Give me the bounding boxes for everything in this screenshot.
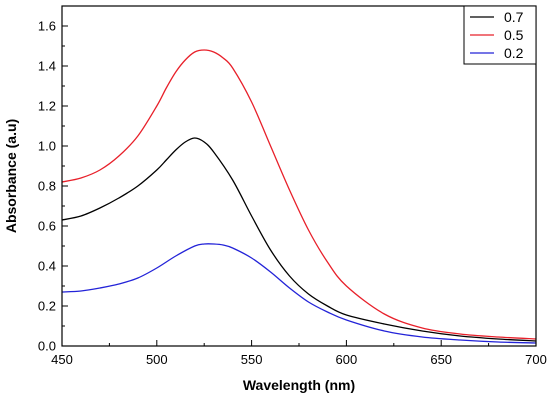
legend-label: 0.7 bbox=[504, 9, 524, 25]
x-axis-title: Wavelength (nm) bbox=[243, 377, 355, 393]
x-tick-label: 700 bbox=[525, 352, 547, 367]
x-tick-label: 550 bbox=[241, 352, 263, 367]
x-tick-label: 650 bbox=[430, 352, 452, 367]
series-line-2 bbox=[61, 243, 537, 344]
y-axis-title: Absorbance (a.u) bbox=[3, 119, 19, 233]
axis-ticks: 450 500 550 600 650 700 0.0 0.2 0.4 0.6 0.8 1.0 1.2 1… bbox=[38, 19, 547, 368]
x-tick-label: 500 bbox=[146, 352, 168, 367]
y-tick-label: 0.8 bbox=[38, 179, 56, 194]
y-tick-label: 1.0 bbox=[38, 139, 56, 154]
legend-label: 0.2 bbox=[504, 45, 524, 61]
y-tick-label: 1.6 bbox=[38, 19, 56, 34]
legend-label: 0.5 bbox=[504, 27, 524, 43]
series-line-0 bbox=[61, 137, 537, 342]
y-tick-label: 0.0 bbox=[38, 339, 56, 354]
legend: 0.7 0.5 0.2 bbox=[463, 5, 537, 65]
y-tick-label: 0.4 bbox=[38, 259, 56, 274]
y-tick-label: 1.4 bbox=[38, 59, 56, 74]
plot-frame bbox=[61, 5, 537, 347]
y-tick-label: 0.2 bbox=[38, 299, 56, 314]
x-tick-label: 450 bbox=[51, 352, 73, 367]
series-lines bbox=[61, 49, 537, 344]
series-line-1 bbox=[61, 49, 537, 340]
y-tick-label: 1.2 bbox=[38, 99, 56, 114]
y-tick-label: 0.6 bbox=[38, 219, 56, 234]
x-tick-label: 600 bbox=[336, 352, 358, 367]
